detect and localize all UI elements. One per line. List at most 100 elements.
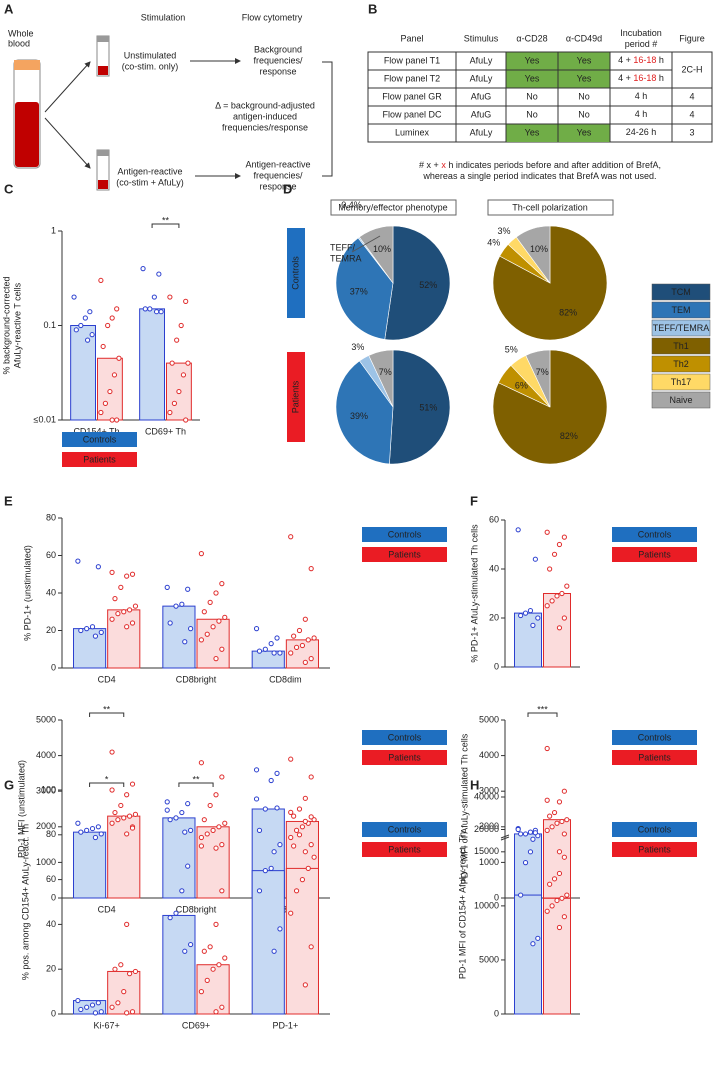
x-tick-label: CD8dim bbox=[269, 674, 302, 684]
data-point bbox=[554, 897, 560, 904]
result-label: Antigen-reactive bbox=[245, 159, 310, 169]
data-point bbox=[164, 807, 170, 813]
data-point bbox=[268, 641, 274, 647]
legend-swatch bbox=[651, 319, 711, 337]
data-point bbox=[556, 924, 563, 931]
data-point bbox=[544, 797, 550, 803]
panel-label: C bbox=[4, 181, 14, 196]
legend-label: Controls bbox=[83, 434, 117, 444]
data-point bbox=[89, 332, 95, 338]
y-axis-label: PD-1 MFI of AfuLy-stimulated Th cells bbox=[459, 733, 469, 884]
bar bbox=[139, 308, 166, 421]
data-point bbox=[173, 910, 179, 916]
data-point bbox=[109, 616, 115, 622]
data-point bbox=[109, 1004, 115, 1010]
data-point bbox=[201, 948, 207, 954]
data-point bbox=[288, 534, 294, 540]
y-tick-label: 0 bbox=[51, 662, 56, 672]
legend-swatch bbox=[612, 527, 697, 542]
data-point bbox=[549, 824, 555, 830]
text-part: h bbox=[656, 55, 664, 65]
pie-slice bbox=[384, 225, 451, 341]
y-tick-label: 0 bbox=[494, 1008, 499, 1018]
significance-bracket bbox=[178, 782, 214, 787]
legend-swatch bbox=[362, 842, 447, 857]
pie-label: 51% bbox=[419, 402, 437, 412]
data-point bbox=[564, 583, 570, 589]
column-header: Stimulation bbox=[141, 12, 186, 22]
stimulation-label: Unstimulated bbox=[124, 50, 177, 60]
panel-a-diagram bbox=[13, 35, 333, 191]
bar bbox=[251, 870, 285, 1015]
footnote: # x + x h indicates periods before and a… bbox=[419, 160, 661, 170]
delta-label: antigen-induced bbox=[233, 111, 297, 121]
y-tick-label: 60 bbox=[46, 874, 56, 884]
delta-label: frequencies/response bbox=[222, 122, 308, 132]
data-point bbox=[114, 306, 120, 312]
bar bbox=[514, 833, 542, 899]
pie-slice bbox=[368, 349, 394, 408]
y-tick-label: 0 bbox=[51, 1008, 56, 1018]
data-point bbox=[112, 809, 118, 816]
data-point bbox=[183, 298, 189, 304]
data-point bbox=[126, 607, 133, 613]
data-point bbox=[95, 564, 101, 570]
tube-blood bbox=[98, 66, 108, 75]
yes-cell bbox=[506, 70, 558, 88]
data-point bbox=[129, 825, 136, 831]
y-axis-label: % pos. among CD154+ AfuLy-react. Th bbox=[20, 824, 30, 980]
legend-label: Patients bbox=[638, 752, 671, 762]
blood-label: blood bbox=[8, 38, 30, 48]
y-axis-label: PD-1 MFI (unstimulated) bbox=[16, 760, 26, 858]
data-point bbox=[207, 599, 213, 605]
data-point bbox=[268, 777, 274, 784]
table-cell: 2C-H bbox=[681, 64, 702, 74]
y-tick-label: 5000 bbox=[36, 714, 56, 724]
table-header: period # bbox=[625, 39, 658, 49]
data-point bbox=[75, 558, 81, 564]
pie-label: 3% bbox=[351, 342, 364, 352]
row-header-box bbox=[287, 228, 305, 318]
y-tick-label: 5000 bbox=[479, 954, 499, 964]
y-tick-label: 40000 bbox=[474, 791, 499, 801]
legend-label: Controls bbox=[638, 529, 672, 539]
y-tick-label: 80 bbox=[46, 512, 56, 522]
pie-label: 82% bbox=[560, 431, 578, 441]
data-point bbox=[271, 849, 277, 855]
table-cell: Flow panel T2 bbox=[384, 73, 440, 83]
pie-slice bbox=[335, 237, 394, 340]
data-point bbox=[288, 809, 294, 816]
tube-cap bbox=[97, 36, 109, 42]
data-point bbox=[302, 659, 308, 665]
data-point bbox=[216, 824, 222, 830]
table-cell: AfuG bbox=[471, 91, 492, 101]
result-label: response bbox=[259, 66, 296, 76]
data-point bbox=[180, 372, 187, 378]
data-point bbox=[129, 781, 136, 787]
panel-label: A bbox=[4, 1, 14, 16]
legend-label: Controls bbox=[638, 732, 672, 742]
pie-slice bbox=[492, 349, 608, 465]
data-point bbox=[167, 294, 173, 300]
data-point bbox=[118, 584, 124, 590]
data-point bbox=[129, 1009, 136, 1015]
legend-label: Controls bbox=[388, 529, 422, 539]
legend-label: Th1 bbox=[673, 341, 689, 351]
data-point bbox=[213, 792, 219, 798]
text-part: 4 + bbox=[618, 73, 633, 83]
data-point bbox=[198, 843, 204, 849]
legend-swatch bbox=[612, 842, 697, 857]
data-point bbox=[302, 849, 308, 855]
data-point bbox=[84, 337, 91, 343]
y-tick-label: 4000 bbox=[479, 750, 499, 760]
data-point bbox=[142, 306, 148, 312]
legend-swatch bbox=[362, 750, 447, 765]
data-point bbox=[515, 826, 521, 833]
data-point bbox=[176, 388, 182, 395]
bar bbox=[162, 914, 196, 1015]
column-header: Th-cell polarization bbox=[512, 202, 588, 212]
data-point bbox=[179, 809, 185, 816]
data-point bbox=[549, 903, 555, 909]
data-point bbox=[222, 614, 228, 620]
legend-label: Patients bbox=[638, 844, 671, 854]
